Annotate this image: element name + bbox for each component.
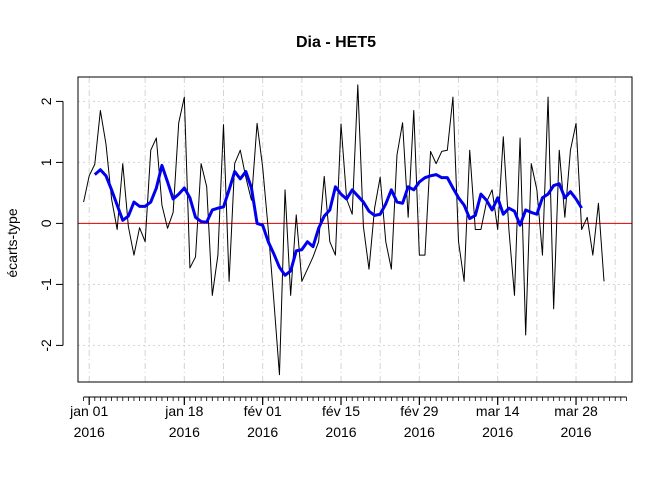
daily-series-line bbox=[83, 84, 605, 376]
y-tick-label: 1 bbox=[38, 158, 54, 166]
y-tick-label: 0 bbox=[38, 219, 54, 227]
x-tick-label: jan 18 bbox=[164, 403, 203, 419]
x-tick-year-label: 2016 bbox=[560, 424, 591, 440]
x-tick-label: fév 15 bbox=[322, 403, 360, 419]
y-tick-label: 2 bbox=[38, 97, 54, 105]
series-lines bbox=[83, 84, 605, 376]
chart-title: Dia - HET5 bbox=[296, 34, 376, 51]
x-tick-year-label: 2016 bbox=[404, 424, 435, 440]
x-tick-label: mar 28 bbox=[554, 403, 598, 419]
x-axis: jan 01 2016 jan 18 2016 fév 01 2016 fév 15 2016… bbox=[69, 396, 627, 440]
y-tick-label: -2 bbox=[38, 339, 54, 352]
x-tick-year-label: 2016 bbox=[74, 424, 105, 440]
smoothed-series-line bbox=[93, 163, 583, 277]
x-tick-year-label: 2016 bbox=[325, 424, 356, 440]
y-axis-label: écarts-type bbox=[4, 208, 20, 277]
x-tick-label: fév 01 bbox=[244, 403, 282, 419]
x-tick-label: jan 01 bbox=[69, 403, 108, 419]
x-tick-label: mar 14 bbox=[476, 403, 520, 419]
y-tick-label: -1 bbox=[38, 278, 54, 291]
x-tick-year-label: 2016 bbox=[169, 424, 200, 440]
plot-frame bbox=[77, 76, 633, 383]
x-tick-label: fév 29 bbox=[400, 403, 438, 419]
x-tick-year-label: 2016 bbox=[247, 424, 278, 440]
y-axis: -2 -1 0 1 2 bbox=[38, 97, 64, 352]
x-tick-year-label: 2016 bbox=[482, 424, 513, 440]
